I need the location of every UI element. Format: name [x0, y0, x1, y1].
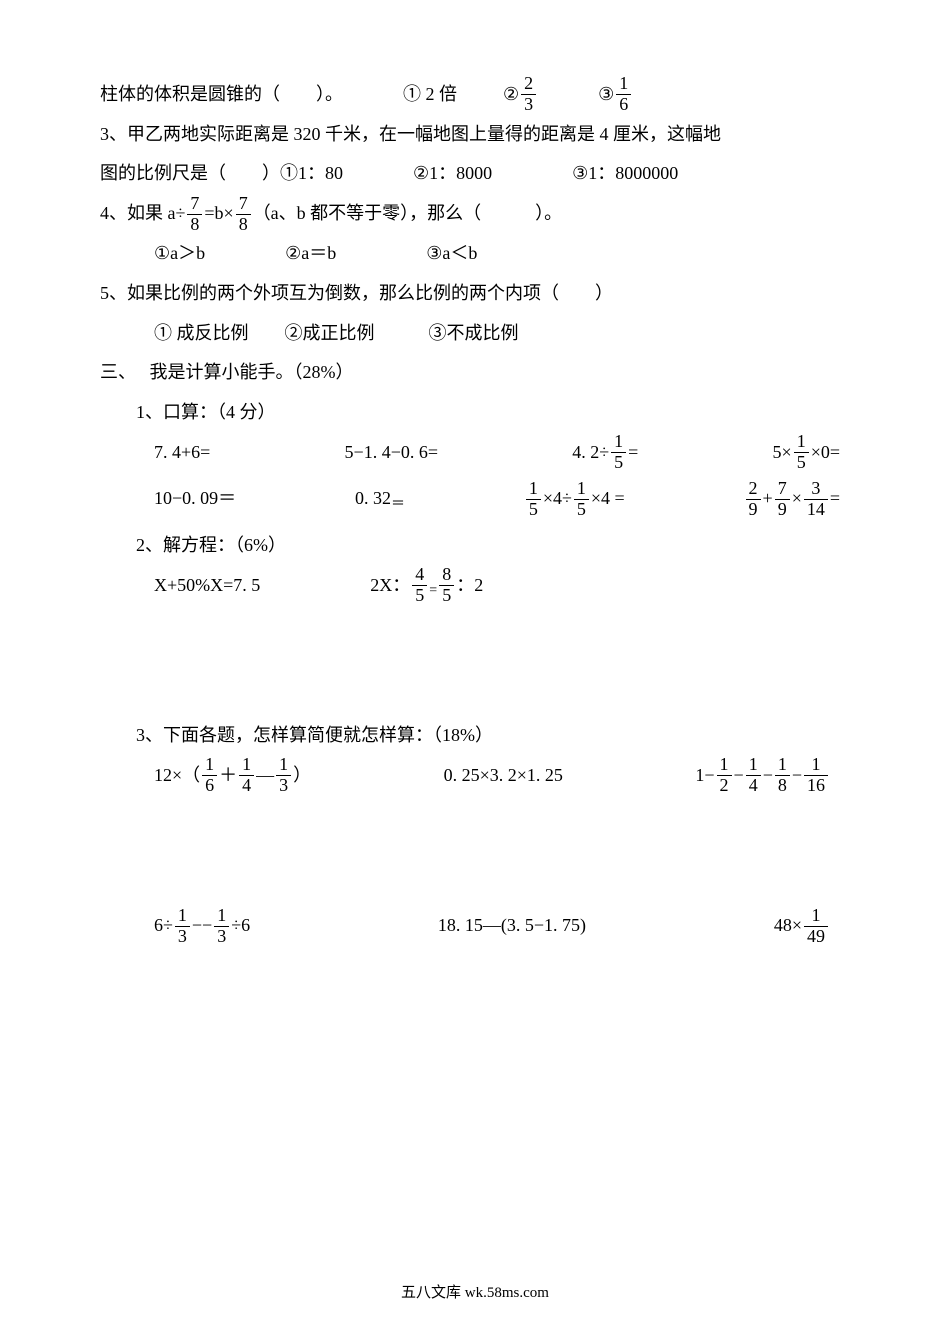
p3r1-a: 12×（ 16 ＋ 14 — 13 ） — [154, 755, 311, 796]
q-cyl-suffix: ）。 — [316, 75, 343, 115]
p2-a: X+50%X=7. 5 — [154, 566, 260, 606]
q5-o3: ③不成比例 — [429, 314, 519, 354]
q-cyl-prefix: 柱体的体积是圆锥的（ — [100, 75, 280, 115]
q5-options: ① 成反比例 ②成正比例 ③不成比例 — [100, 314, 850, 354]
q5-line: 5、如果比例的两个外项互为倒数，那么比例的两个内项（ ） — [100, 274, 850, 314]
p3r2-b: 18. 15—(3. 5−1. 75) — [438, 906, 586, 946]
q4-options: ①a＞b ②a＝b ③a＜b — [100, 234, 850, 274]
p1r1-b: 5−1. 4−0. 6= — [345, 433, 438, 473]
p1-title: 1、口算：（4 分） — [100, 393, 850, 433]
p3r2-c: 48× 149 — [774, 906, 830, 947]
q3-line2: 图的比例尺是（ ）①1：80 ②1：8000 ③1：8000000 — [100, 154, 850, 194]
p1-row2: 10−0. 09＝ 0. 32 ＝ 15 ×4÷ 15 ×4 = 29 + 79… — [100, 479, 850, 520]
q4-frac2: 78 — [236, 194, 251, 235]
p1r1-a: 7. 4+6= — [154, 433, 210, 473]
q4-o3: ③a＜b — [426, 234, 477, 274]
p2-b-post: ：2 — [456, 566, 483, 606]
page-footer: 五八文库 wk.58ms.com — [0, 1277, 950, 1310]
q5-o2: ②成正比例 — [285, 314, 375, 354]
p1-row1: 7. 4+6= 5−1. 4−0. 6= 4. 2÷ 15 = 5× 15 ×0… — [100, 432, 850, 473]
p2-row: X+50%X=7. 5 2X： 45 = 85 ：2 — [100, 565, 850, 606]
q4-post: （a、b 都不等于零），那么（ ）。 — [253, 194, 563, 234]
p3r1-c: 1− 12 − 14 − 18 − 116 — [695, 755, 830, 796]
p3-row1: 12×（ 16 ＋ 14 — 13 ） 0. 25×3. 2×1. 25 1− … — [100, 755, 850, 796]
p3-row2: 6÷ 13 −− 13 ÷6 18. 15—(3. 5−1. 75) 48× 1… — [100, 906, 850, 947]
q4-frac1: 78 — [187, 194, 202, 235]
q-cyl-opt2-label: ② — [503, 75, 519, 115]
q3-l2c: ③1：8000000 — [572, 154, 678, 194]
q-cyl-opt3-label: ③ — [598, 75, 614, 115]
q4-pre: 4、如果 a÷ — [100, 194, 185, 234]
p1r1-d: 5× 15 ×0= — [773, 432, 840, 473]
q3-l2b: ②1：8000 — [413, 154, 492, 194]
page-root: 柱体的体积是圆锥的（ ）。 ① 2 倍 ② 2 3 ③ 1 6 3、甲乙两地实际… — [0, 0, 950, 1344]
p3-title: 3、下面各题，怎样算简便就怎样算：（18%） — [100, 716, 850, 756]
q-cylinder: 柱体的体积是圆锥的（ ）。 ① 2 倍 ② 2 3 ③ 1 6 — [100, 74, 850, 115]
q5-o1: ① 成反比例 — [154, 314, 249, 354]
q3-line1: 3、甲乙两地实际距离是 320 千米，在一幅地图上量得的距离是 4 厘米，这幅地 — [100, 115, 850, 155]
q4-o1: ①a＞b — [154, 234, 205, 274]
q-cyl-blank — [280, 75, 316, 115]
p3r1-b: 0. 25×3. 2×1. 25 — [444, 756, 563, 796]
p1r1-c: 4. 2÷ 15 = — [572, 432, 638, 473]
p2-title: 2、解方程：（6%） — [100, 526, 850, 566]
frac-2-3: 2 3 — [521, 74, 536, 115]
p3r2-a: 6÷ 13 −− 13 ÷6 — [154, 906, 250, 947]
q-cyl-opt1: ① 2 倍 — [403, 75, 457, 115]
frac-1-6: 1 6 — [616, 74, 631, 115]
q4-mid: =b× — [204, 194, 233, 234]
q4-o2: ②a＝b — [285, 234, 336, 274]
p1r2-a: 10−0. 09＝ — [154, 479, 236, 519]
p1r2-c: 15 ×4÷ 15 ×4 = — [524, 479, 625, 520]
p1r2-d: 29 + 79 × 314 = — [744, 479, 840, 520]
p2-b-pre: 2X： — [370, 566, 410, 606]
q3-l2a: 图的比例尺是（ ）①1：80 — [100, 154, 343, 194]
q4-line: 4、如果 a÷ 78 =b× 78 （a、b 都不等于零），那么（ ）。 — [100, 194, 850, 235]
p1r2-b: 0. 32 ＝ — [355, 479, 405, 519]
section3-title: 三、 我是计算小能手。（28%） — [100, 353, 850, 393]
